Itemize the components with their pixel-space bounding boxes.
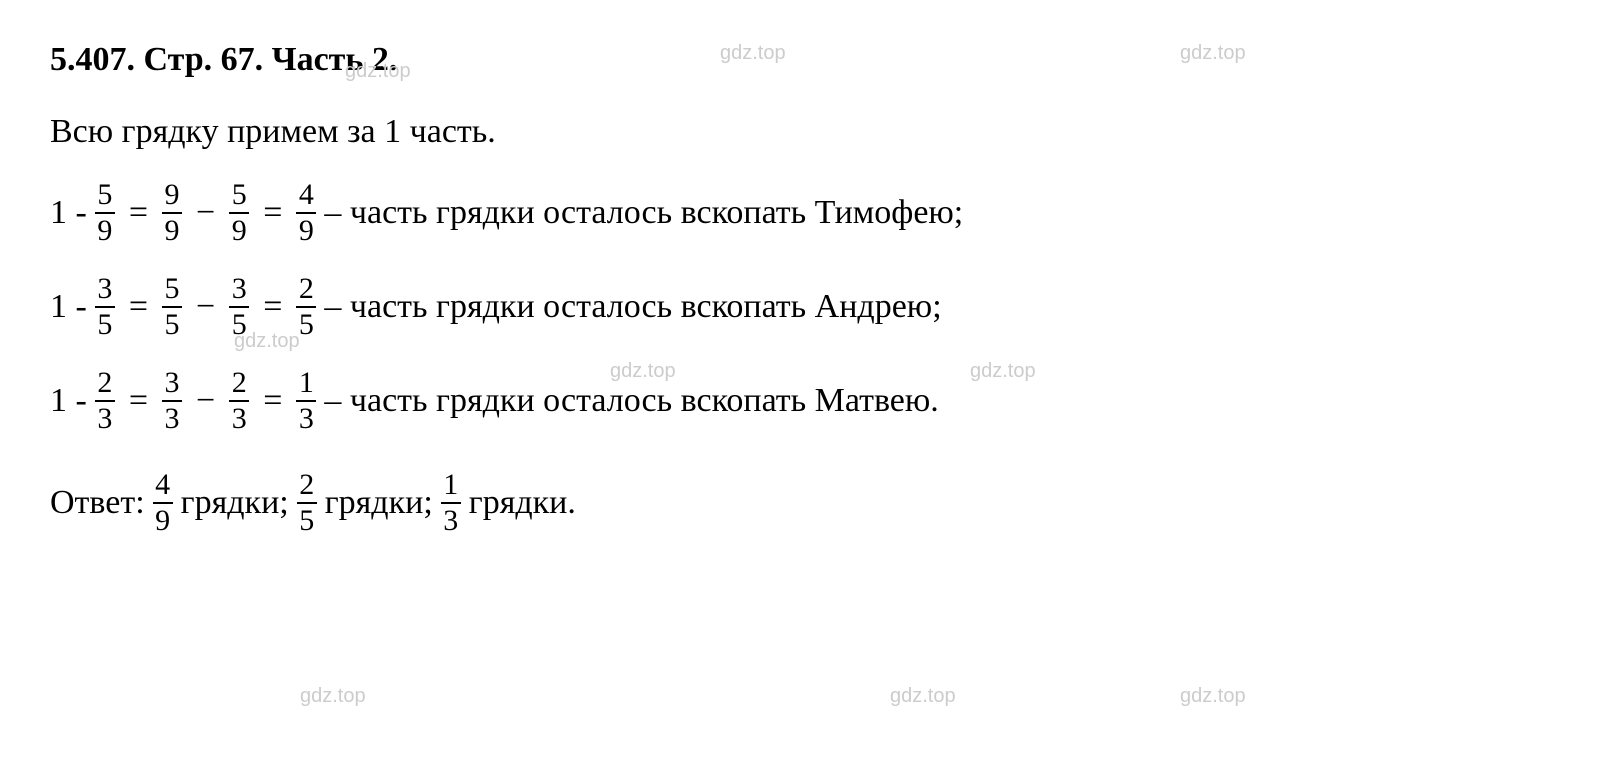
watermark: gdz.top [300,685,366,708]
prefix-2: 1 - [50,288,87,326]
frac-den: 5 [296,306,316,340]
answer-text-1: грядки; [181,484,289,522]
watermark: gdz.top [1180,685,1246,708]
answer-line: Ответ: 4 9 грядки; 2 5 грядки; 1 3 грядк… [50,470,1565,536]
equation-2: 1 - 3 5 = 5 5 − 3 5 = 2 5 – часть грядки… [50,274,942,340]
frac-num: 5 [95,180,115,212]
frac-den: 9 [95,212,115,246]
minus: − [196,288,215,326]
equals: = [263,382,282,420]
equals: = [129,382,148,420]
intro-text: Всю грядку примем за 1 часть. [50,113,496,151]
fraction-3d: 1 3 [296,368,316,434]
frac-den: 5 [162,306,182,340]
frac-den: 9 [229,212,249,246]
frac-den: 9 [162,212,182,246]
fraction-2b: 5 5 [162,274,182,340]
equation-line-3: 1 - 2 3 = 3 3 − 2 3 = 1 3 – часть грядки… [50,368,1565,434]
prefix-3: 1 - [50,382,87,420]
equation-line-1: 1 - 5 9 = 9 9 − 5 9 = 4 9 – часть грядки… [50,180,1565,246]
frac-num: 1 [441,470,461,502]
fraction-3c: 2 3 [229,368,249,434]
fraction-1c: 5 9 [229,180,249,246]
frac-num: 2 [297,470,317,502]
frac-num: 9 [162,180,182,212]
answer-fraction-3: 1 3 [441,470,461,536]
frac-den: 3 [296,400,316,434]
title-line: 5.407. Стр. 67. Часть 2. [50,40,1565,80]
answer-fraction-1: 4 9 [153,470,173,536]
fraction-2a: 3 5 [95,274,115,340]
equals: = [263,194,282,232]
frac-den: 3 [229,400,249,434]
suffix-1: – часть грядки осталось вскопать Тимофею… [324,194,963,232]
fraction-2d: 2 5 [296,274,316,340]
answer: Ответ: 4 9 грядки; 2 5 грядки; 1 3 грядк… [50,470,576,536]
frac-den: 5 [297,502,317,536]
minus: − [196,194,215,232]
frac-num: 2 [95,368,115,400]
frac-num: 3 [229,274,249,306]
equals: = [129,194,148,232]
frac-den: 9 [153,502,173,536]
frac-den: 9 [296,212,316,246]
frac-num: 5 [229,180,249,212]
frac-den: 3 [162,400,182,434]
equals: = [263,288,282,326]
frac-num: 4 [296,180,316,212]
equation-1: 1 - 5 9 = 9 9 − 5 9 = 4 9 – часть грядки… [50,180,963,246]
answer-text-2: грядки; [325,484,433,522]
frac-den: 3 [441,502,461,536]
fraction-3b: 3 3 [162,368,182,434]
frac-num: 4 [153,470,173,502]
fraction-2c: 3 5 [229,274,249,340]
answer-text-3: грядки. [469,484,576,522]
frac-den: 5 [229,306,249,340]
frac-num: 2 [296,274,316,306]
frac-num: 3 [162,368,182,400]
frac-den: 3 [95,400,115,434]
equation-3: 1 - 2 3 = 3 3 − 2 3 = 1 3 – часть грядки… [50,368,939,434]
fraction-1d: 4 9 [296,180,316,246]
fraction-1b: 9 9 [162,180,182,246]
answer-fraction-2: 2 5 [297,470,317,536]
suffix-3: – часть грядки осталось вскопать Матвею. [324,382,938,420]
frac-num: 2 [229,368,249,400]
fraction-1a: 5 9 [95,180,115,246]
suffix-2: – часть грядки осталось вскопать Андрею; [324,288,941,326]
frac-num: 3 [95,274,115,306]
frac-den: 5 [95,306,115,340]
frac-num: 1 [296,368,316,400]
equals: = [129,288,148,326]
minus: − [196,382,215,420]
prefix-1: 1 - [50,194,87,232]
intro-line: Всю грядку примем за 1 часть. [50,112,1565,152]
answer-prefix: Ответ: [50,484,145,522]
frac-num: 5 [162,274,182,306]
fraction-3a: 2 3 [95,368,115,434]
equation-line-2: 1 - 3 5 = 5 5 − 3 5 = 2 5 – часть грядки… [50,274,1565,340]
title: 5.407. Стр. 67. Часть 2. [50,41,397,79]
watermark: gdz.top [890,685,956,708]
